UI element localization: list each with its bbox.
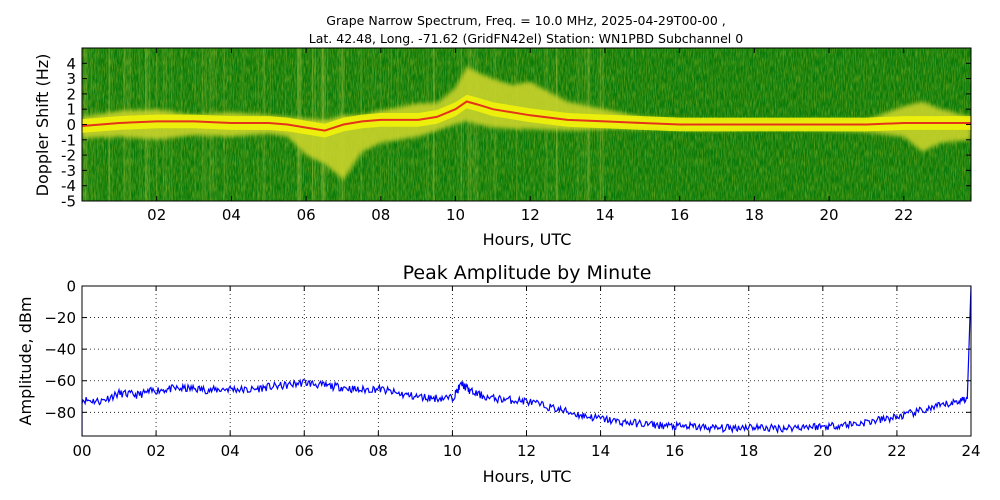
spectrogram-plot-area xyxy=(82,48,971,201)
amplitude-x-tick-label: 10 xyxy=(443,442,462,460)
amplitude-y-tick-label: −40 xyxy=(44,341,76,359)
amplitude-y-label: Amplitude, dBm xyxy=(16,297,35,426)
spectrogram-y-label: Doppler Shift (Hz) xyxy=(33,54,52,197)
spectrogram-x-tick-label: 14 xyxy=(595,206,614,224)
streak xyxy=(462,48,464,201)
spectrogram-y-tick-label: -3 xyxy=(61,162,76,180)
amplitude-x-tick-label: 18 xyxy=(739,442,758,460)
amplitude-x-tick-label: 14 xyxy=(591,442,610,460)
amplitude-x-tick-label: 04 xyxy=(221,442,240,460)
spectrogram-signal-spread xyxy=(82,66,971,180)
amplitude-y-axis: 0 −20 −40 −60 −80 xyxy=(44,278,971,422)
spectrogram-x-axis: 02 04 06 08 10 12 14 16 18 20 22 xyxy=(147,48,913,224)
streak xyxy=(460,48,462,201)
spectrogram-x-tick-label: 04 xyxy=(222,206,241,224)
streak xyxy=(472,48,475,201)
amplitude-x-tick-label: 06 xyxy=(295,442,314,460)
amplitude-x-tick-label: 20 xyxy=(813,442,832,460)
amplitude-plot-background xyxy=(82,286,971,436)
spectrogram-title-line2: Lat. 42.48, Long. -71.62 (GridFN42el) St… xyxy=(309,31,743,46)
amplitude-panel: Peak Amplitude by Minute 00 02 04 06 08 10 12 1… xyxy=(16,262,981,486)
streak xyxy=(461,48,463,201)
streak xyxy=(456,48,459,201)
amplitude-x-tick-label: 24 xyxy=(961,442,980,460)
spectrogram-x-tick-label: 10 xyxy=(446,206,465,224)
streak xyxy=(467,48,469,201)
amplitude-y-tick-label: −80 xyxy=(44,404,76,422)
spectrogram-x-tick-label: 20 xyxy=(820,206,839,224)
spectrogram-x-tick-label: 06 xyxy=(297,206,316,224)
amplitude-y-tick-label: 0 xyxy=(66,278,76,296)
spectrogram-y-tick-label: 2 xyxy=(66,85,76,103)
spectrogram-title-line1: Grape Narrow Spectrum, Freq. = 10.0 MHz,… xyxy=(326,13,725,28)
amplitude-y-tick-label: −60 xyxy=(44,372,76,390)
spectrogram-panel: Grape Narrow Spectrum, Freq. = 10.0 MHz,… xyxy=(33,13,972,249)
spectrogram-y-tick-label: 4 xyxy=(66,55,76,73)
streak xyxy=(476,48,479,201)
spectrogram-peak-trace xyxy=(82,100,971,132)
amplitude-x-tick-label: 08 xyxy=(369,442,388,460)
spectrogram-y-tick-label: -5 xyxy=(61,193,76,211)
streak xyxy=(469,48,471,201)
spectrogram-x-tick-label: 08 xyxy=(371,206,390,224)
spectrogram-x-label: Hours, UTC xyxy=(483,230,572,249)
spectrogram-y-tick-label: -2 xyxy=(61,147,76,165)
amplitude-x-tick-label: 22 xyxy=(887,442,906,460)
amplitude-series-line xyxy=(82,286,971,436)
amplitude-x-tick-label: 02 xyxy=(147,442,166,460)
spectrogram-y-tick-label: 0 xyxy=(66,116,76,134)
amplitude-title: Peak Amplitude by Minute xyxy=(403,262,652,284)
streak xyxy=(474,48,477,201)
spectrogram-x-tick-label: 02 xyxy=(147,206,166,224)
spectrogram-x-tick-label: 22 xyxy=(894,206,913,224)
amplitude-x-label: Hours, UTC xyxy=(483,467,572,486)
amplitude-x-tick-label: 16 xyxy=(665,442,684,460)
spectrogram-x-tick-label: 18 xyxy=(745,206,764,224)
streak xyxy=(468,48,470,201)
amplitude-x-tick-label: 12 xyxy=(517,442,536,460)
spectrogram-y-tick-label: 3 xyxy=(66,70,76,88)
amplitude-y-tick-label: −20 xyxy=(44,309,76,327)
streak xyxy=(470,48,472,201)
amplitude-grid xyxy=(82,286,971,436)
spectrogram-x-tick-label: 16 xyxy=(670,206,689,224)
amplitude-x-axis: 00 02 04 06 08 10 12 14 16 18 20 22 24 xyxy=(72,286,981,460)
spectrogram-x-tick-label: 12 xyxy=(521,206,540,224)
amplitude-x-tick-label: 00 xyxy=(72,442,91,460)
spectrogram-y-tick-label: -4 xyxy=(61,177,76,195)
spectrogram-y-tick-label: -1 xyxy=(61,131,76,149)
spectrogram-y-tick-label: 1 xyxy=(66,101,76,119)
